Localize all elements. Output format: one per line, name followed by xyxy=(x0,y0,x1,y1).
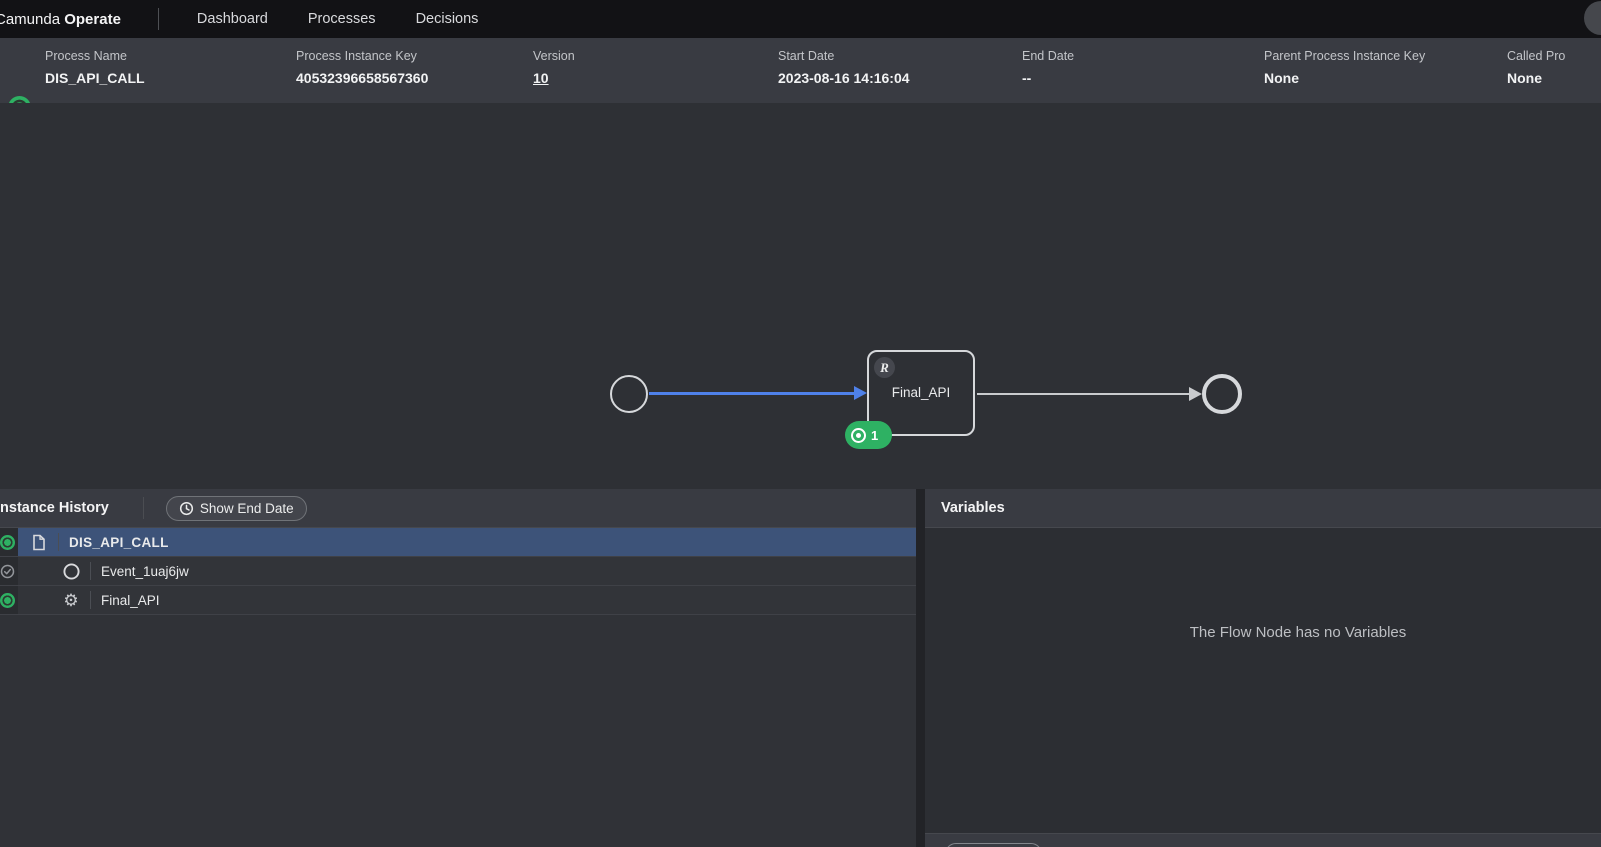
start-event-icon xyxy=(62,562,80,580)
row-state-cell xyxy=(0,586,18,614)
active-instances-badge[interactable]: 1 xyxy=(845,421,892,449)
user-avatar[interactable] xyxy=(1584,1,1601,35)
variables-empty-message: The Flow Node has no Variables xyxy=(1189,624,1407,641)
field-label: Called Pro xyxy=(1507,49,1566,63)
instance-header-bar: Process Name DIS_API_CALL Process Instan… xyxy=(0,38,1601,119)
field-value: None xyxy=(1264,70,1299,86)
show-end-date-button[interactable]: Show End Date xyxy=(165,495,307,521)
instance-history-panel: Instance History Show End Date xyxy=(0,489,916,847)
variables-panel: Variables The Flow Node has no Variables xyxy=(925,489,1601,847)
nav-divider xyxy=(157,8,159,30)
field-value: DIS_API_CALL xyxy=(45,70,145,86)
field-label: Parent Process Instance Key xyxy=(1264,49,1426,63)
history-row-label: Final_API xyxy=(101,592,160,608)
variables-footer xyxy=(925,833,1601,847)
row-state-cell xyxy=(0,557,18,585)
history-row-service-task[interactable]: ⚙ Final_API xyxy=(0,586,916,615)
field-label: Process Instance Key xyxy=(296,49,417,63)
task-final-api[interactable]: R Final_API 1 xyxy=(845,350,975,449)
active-state-icon xyxy=(0,592,15,608)
field-value: None xyxy=(1507,70,1542,86)
service-task-gear-icon: ⚙ xyxy=(63,590,79,610)
tree-guide xyxy=(58,533,59,551)
flow-arrowhead-icon xyxy=(1189,387,1202,401)
bpmn-diagram-canvas[interactable]: R Final_API 1 xyxy=(0,103,1601,489)
app-logo[interactable]: Camunda Operate xyxy=(0,11,121,28)
tree-guide xyxy=(90,562,91,580)
history-row-process-root[interactable]: DIS_API_CALL xyxy=(0,528,916,557)
flow-arrowhead-icon xyxy=(854,386,867,400)
bottom-panels: Instance History Show End Date xyxy=(0,489,1601,847)
field-label: Start Date xyxy=(778,49,835,63)
flow-line xyxy=(649,392,856,395)
variables-body: The Flow Node has no Variables xyxy=(925,528,1601,818)
nav-item-dashboard[interactable]: Dashboard xyxy=(196,11,268,27)
flow-line xyxy=(977,393,1189,395)
row-state-cell xyxy=(0,528,18,556)
active-state-icon xyxy=(0,534,15,550)
instance-history-tree: DIS_API_CALL xyxy=(0,528,916,615)
nav-item-decisions[interactable]: Decisions xyxy=(415,11,479,27)
variables-title: Variables xyxy=(941,500,1005,516)
instance-history-header: Instance History Show End Date xyxy=(0,489,916,528)
show-end-date-label: Show End Date xyxy=(199,500,294,516)
history-row-label: DIS_API_CALL xyxy=(69,534,169,550)
history-row-label: Event_1uaj6jw xyxy=(101,563,189,579)
field-label: Version xyxy=(533,49,575,63)
brand-bold: Operate xyxy=(64,10,121,28)
field-label: Process Name xyxy=(45,49,127,63)
field-label: End Date xyxy=(1022,49,1075,63)
clock-icon xyxy=(179,501,193,515)
history-row-start-event[interactable]: Event_1uaj6jw xyxy=(0,557,916,586)
active-instances-count: 1 xyxy=(871,427,879,443)
rest-connector-letter: R xyxy=(880,359,889,375)
main-nav: Dashboard Processes Decisions xyxy=(197,11,479,27)
end-event-circle[interactable] xyxy=(1202,374,1242,414)
start-event-circle[interactable] xyxy=(610,375,648,413)
instance-history-title: Instance History xyxy=(0,500,109,516)
rest-connector-icon: R xyxy=(874,357,895,378)
header-divider xyxy=(142,497,144,519)
nav-item-processes[interactable]: Processes xyxy=(307,11,376,27)
tree-guide xyxy=(90,591,91,609)
task-label: Final_API xyxy=(891,385,951,400)
brand-regular: Camunda xyxy=(0,10,61,28)
field-value: -- xyxy=(1022,70,1032,86)
field-value: 2023-08-16 14:16:04 xyxy=(778,70,910,86)
field-value: 40532396658567360 xyxy=(296,70,429,86)
version-link[interactable]: 10 xyxy=(533,70,549,86)
active-state-ring-icon xyxy=(851,427,866,443)
add-variable-button[interactable] xyxy=(945,843,1042,847)
variables-header: Variables xyxy=(925,489,1601,528)
process-document-icon xyxy=(30,534,48,551)
completed-check-icon xyxy=(0,564,15,578)
top-nav: Camunda Operate Dashboard Processes Deci… xyxy=(0,0,1601,38)
